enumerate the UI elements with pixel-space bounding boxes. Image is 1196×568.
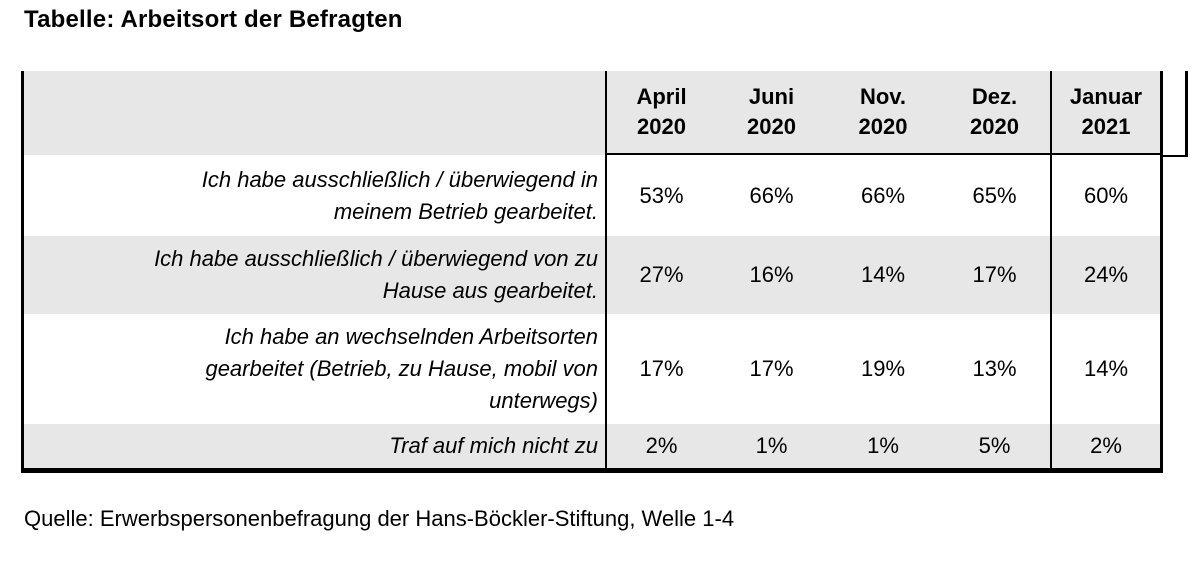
- cell-wechselnd-dez: 13%: [972, 356, 1017, 382]
- corner-cell: [24, 71, 605, 155]
- row-label-wechselnd: Ich habe an wechselnden Arbeitsorten gea…: [205, 324, 598, 413]
- cell-trafnichtzu-nov: 1%: [827, 424, 939, 468]
- column-header-april-2020: April 2020: [605, 71, 716, 155]
- cell-trafnichtzu-dez: 5%: [939, 424, 1050, 468]
- cell-wechselnd-januar: 14%: [1050, 314, 1160, 424]
- cell-wechselnd-juni: 17%: [749, 356, 794, 382]
- source-note: Quelle: Erwerbspersonenbefragung der Han…: [24, 506, 735, 531]
- column-header-dez-2020: Dez. 2020: [939, 71, 1050, 155]
- cell-trafnichtzu-juni: 1%: [716, 424, 827, 468]
- cell-zuhause-april: 27%: [605, 236, 716, 314]
- row-label-zuhause: Ich habe ausschließlich / überwiegend vo…: [24, 236, 605, 314]
- cell-wechselnd-nov: 19%: [860, 356, 906, 382]
- cell-trafnichtzu-januar: 2%: [1050, 424, 1160, 468]
- cell-trafnichtzu-april: 2%: [605, 424, 716, 468]
- cell-betrieb-juni: 66%: [749, 182, 794, 208]
- column-header-januar-2021: Januar 2021: [1050, 71, 1160, 155]
- cell-betrieb-april: 53%: [605, 155, 716, 236]
- cell-betrieb-dez: 65%: [972, 182, 1017, 208]
- cell-zuhause-juni: 16%: [716, 236, 827, 314]
- cell-betrieb-januar: 60%: [1050, 155, 1160, 236]
- column-header-juni-2020: Juni 2020: [716, 71, 827, 155]
- column-header-nov-2020: Nov. 2020: [827, 71, 939, 155]
- cell-betrieb-nov: 66%: [860, 182, 906, 208]
- arbeitsort-table: April 2020 Juni 2020 Nov. 2020 Dez. 2020…: [21, 71, 1163, 473]
- page-title: Tabelle: Arbeitsort der Befragten: [24, 6, 403, 33]
- cell-zuhause-nov: 14%: [827, 236, 939, 314]
- cell-wechselnd-april: 17%: [605, 314, 716, 424]
- row-label-betrieb: Ich habe ausschließlich / überwiegend in…: [201, 166, 598, 224]
- cell-zuhause-januar: 24%: [1050, 236, 1160, 314]
- header-spacer-cell: [1163, 71, 1188, 157]
- cell-zuhause-dez: 17%: [939, 236, 1050, 314]
- row-label-traf-nicht-zu: Traf auf mich nicht zu: [24, 424, 605, 468]
